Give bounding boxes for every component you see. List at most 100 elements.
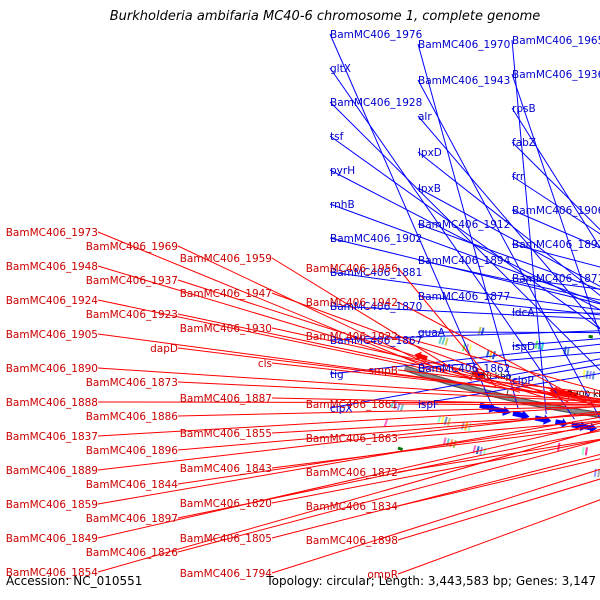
gene-label: clpP [512,375,534,387]
label-leader-line [177,421,600,485]
gene-label: ldcA [512,307,535,319]
gene-label: BamMC406_1942 [306,297,398,309]
cog-band-mark [475,446,480,455]
gene-label: tig [330,369,344,381]
rna-marker [397,446,404,451]
gene-label: BamMC406_1936 [512,69,600,81]
cog-band-mark [399,403,405,412]
label-leader-line [271,468,600,574]
gene-label: BamMC406_1854 [6,567,99,579]
label-leader-line [397,267,497,387]
gene-label: gltX [330,63,351,75]
cog-band-mark [468,344,473,353]
gene-arrow [555,418,568,428]
label-leader-line [397,458,600,507]
gene-label: BamMC406_1862 [418,363,510,375]
gene-label: BamMC406_1889 [6,465,98,477]
label-leader-line [97,333,600,402]
label-leader-line [271,362,600,400]
cog-band-mark [464,422,469,431]
gene-label: BamMC406_1881 [330,267,422,279]
cog-band-mark [581,446,585,455]
gene-label: ompR [367,569,398,581]
gene-label: BamMC406_1843 [180,463,272,475]
cog-band-mark [446,417,452,426]
ruler-tick-label: 2250 kbp [469,372,512,382]
label-leader-line [417,372,600,405]
cog-band-mark [584,447,588,456]
gene-label: BamMC406_1943 [418,75,510,87]
genome-summary-text: Topology: circular; Length: 3,443,583 bp… [266,574,596,588]
gene-label: BamMC406_1890 [6,363,98,375]
label-leader-line [397,335,600,392]
cog-band-mark [557,442,561,451]
map-title: Burkholderia ambifaria MC40-6 chromosome… [109,9,541,24]
gene-label: BamMC406_1937 [86,275,178,287]
label-leader-line [97,406,600,437]
cog-band-mark [582,369,586,379]
label-leader-line [177,347,600,401]
gene-label: lpxB [418,183,441,195]
cog-band-mark [390,399,395,409]
gene-label: BamMC406_1849 [6,533,98,545]
gene-label: BamMC406_1863 [306,433,398,445]
gene-label: dapD [150,343,178,355]
gene-label: BamMC406_1898 [306,535,398,547]
gene-label: BamMC406_1826 [86,547,179,559]
label-leader-line [97,231,425,367]
cog-band-mark [452,440,457,449]
label-leader-line [329,343,600,375]
gene-label: BamMC406_1844 [86,479,179,491]
label-leader-line [397,499,600,575]
gene-label: BamMC406_1912 [418,219,510,231]
cog-band-mark [441,336,446,345]
gene-label: BamMC406_1805 [180,533,272,545]
gene-label: BamMC406_1923 [86,309,178,321]
label-leader-line [397,420,600,439]
gene-label: tsf [330,131,344,143]
gene-label: BamMC406_1834 [306,501,399,513]
gene-label: BamMC406_1867 [330,335,422,347]
gene-label: BamMC406_1924 [6,295,99,307]
label-leader-line [511,73,600,337]
label-leader-line [397,369,600,395]
label-leader-line [271,453,600,539]
ruler-tick-label: 2200 kbp [567,390,600,400]
gene-label: guaA [418,327,446,339]
gene-label: BamMC406_1873 [86,377,178,389]
label-leader-line [417,151,600,297]
gene-label: rnhB [330,199,355,211]
label-leader-line [417,351,600,369]
label-leader-line [417,187,600,287]
cog-band-mark [593,468,597,477]
gene-label: BamMC406_1896 [86,445,179,457]
gene-arrow [534,414,552,425]
gene-label: BamMC406_1872 [306,467,398,479]
cog-band-mark [477,326,482,335]
gene-label: BamMC406_1976 [330,29,423,41]
gene-label: BamMC406_1859 [6,499,98,511]
label-leader-line [417,223,600,291]
label-leader-line [177,279,545,398]
label-leader-line [329,271,600,311]
gene-label: fabZ [512,137,536,149]
gene-label: BamMC406_1948 [6,261,98,273]
label-leader-line [329,358,600,409]
label-leader-lines [97,33,600,575]
gene-label: BamMC406_1906 [512,205,600,217]
label-leader-line [417,115,600,330]
gene-label: BamMC406_1959 [180,253,272,265]
label-leader-line [417,295,600,316]
cog-band-mark [480,327,485,336]
label-leader-line [177,406,600,417]
label-leader-line [511,209,600,249]
accession-text: Accession: NC_010551 [6,574,143,588]
cog-band-mark [479,446,484,456]
label-leader-line [271,439,600,504]
gene-label: BamMC406_1930 [180,323,272,335]
cog-band-mark [445,438,451,447]
cog-band-mark [591,371,595,380]
gene-label: frr [512,171,525,183]
